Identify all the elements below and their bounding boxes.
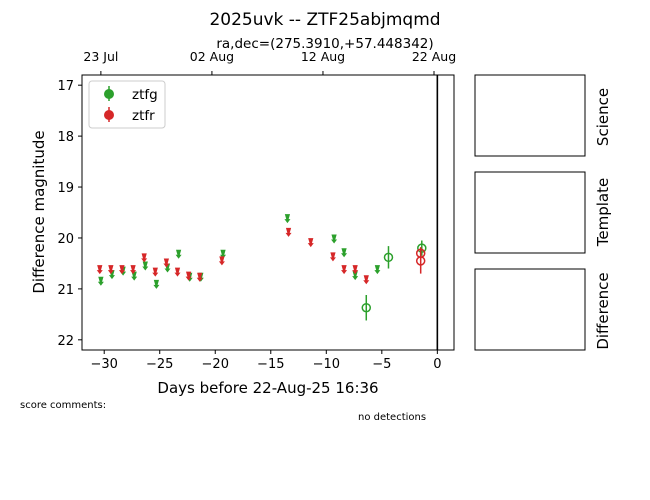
- upper-limit-ztfr: [307, 238, 314, 248]
- y-tick-label: 20: [57, 232, 74, 247]
- series-ztfg: [97, 214, 427, 321]
- upper-limit-ztfg: [153, 279, 160, 289]
- upper-limit-ztfr: [107, 265, 114, 275]
- upper-limit-ztfr: [329, 252, 336, 262]
- upper-limit-ztfg: [131, 271, 138, 281]
- upper-limit-ztfr: [341, 265, 348, 275]
- upper-limit-ztfr: [130, 265, 137, 275]
- y-tick-label: 22: [57, 334, 74, 349]
- upper-limit-ztfg: [352, 271, 359, 281]
- upper-limit-ztfg: [97, 276, 104, 286]
- legend-label-ztfg: ztfg: [132, 87, 158, 103]
- detection-point-ztfr: [415, 256, 426, 266]
- upper-limit-ztfg: [284, 214, 291, 224]
- upper-limit-ztfr: [185, 271, 192, 281]
- detection-point-ztfg: [361, 302, 372, 313]
- upper-limit-ztfr: [285, 227, 292, 237]
- y-tick-label: 17: [57, 79, 74, 94]
- top-date-tick-label: 12 Aug: [301, 49, 345, 64]
- upper-limit-ztfr: [118, 265, 125, 275]
- upper-limit-ztfr: [152, 267, 159, 277]
- no-detections-label: no detections: [358, 412, 426, 423]
- upper-limit-ztfg: [175, 249, 182, 259]
- upper-limit-ztfr: [352, 265, 359, 275]
- x-tick-label: −15: [257, 357, 284, 372]
- score-comments-label: score comments:: [20, 400, 106, 411]
- x-axis-label: Days before 22-Aug-25 16:36: [157, 379, 378, 397]
- difference-cutout-label: Difference: [594, 272, 612, 349]
- upper-limit-ztfr: [141, 253, 148, 263]
- upper-limit-ztfr: [363, 275, 370, 285]
- legend: ztfg ztfr: [88, 80, 166, 129]
- plot-frame: [81, 74, 455, 351]
- y-axis-label: Difference magnitude: [30, 130, 48, 293]
- x-tick-label: −20: [202, 357, 229, 372]
- upper-limit-ztfg: [341, 248, 348, 258]
- x-tick-label: −10: [313, 357, 340, 372]
- template-cutout-label: Template: [594, 178, 612, 247]
- figure-title: 2025uvk -- ZTF25abjmqmd: [209, 10, 440, 30]
- difference-cutout-panel: [474, 268, 586, 351]
- detection-point-ztfg: [417, 243, 427, 253]
- legend-marker-ztfg: [104, 86, 114, 101]
- y-tick-label: 18: [57, 130, 74, 145]
- science-cutout-panel: [474, 74, 586, 157]
- legend-marker-ztfr: [104, 107, 114, 122]
- series-ztfr: [96, 227, 426, 285]
- upper-limit-ztfg: [142, 261, 149, 271]
- template-cutout-panel: [474, 171, 586, 254]
- top-date-tick-label: 02 Aug: [190, 49, 234, 64]
- science-cutout-label: Science: [594, 88, 612, 146]
- upper-limit-ztfr: [163, 258, 170, 268]
- upper-limit-ztfr: [196, 272, 203, 282]
- top-date-tick-label: 22 Aug: [412, 49, 456, 64]
- upper-limit-ztfg: [374, 265, 381, 275]
- legend-label-ztfr: ztfr: [132, 108, 155, 124]
- upper-limit-ztfr: [174, 267, 181, 277]
- y-tick-label: 19: [57, 181, 74, 196]
- x-tick-label: −25: [146, 357, 173, 372]
- upper-limit-ztfg: [331, 234, 338, 244]
- top-date-tick-label: 23 Jul: [83, 49, 118, 64]
- y-tick-label: 21: [57, 283, 74, 298]
- x-tick-label: −30: [90, 357, 117, 372]
- x-tick-label: 0: [433, 357, 441, 372]
- upper-limit-ztfr: [218, 256, 225, 266]
- x-tick-label: −5: [372, 357, 391, 372]
- figure-subtitle: ra,dec=(275.3910,+57.448342): [216, 36, 433, 52]
- upper-limit-ztfr: [96, 265, 103, 275]
- detection-point-ztfg: [383, 252, 394, 263]
